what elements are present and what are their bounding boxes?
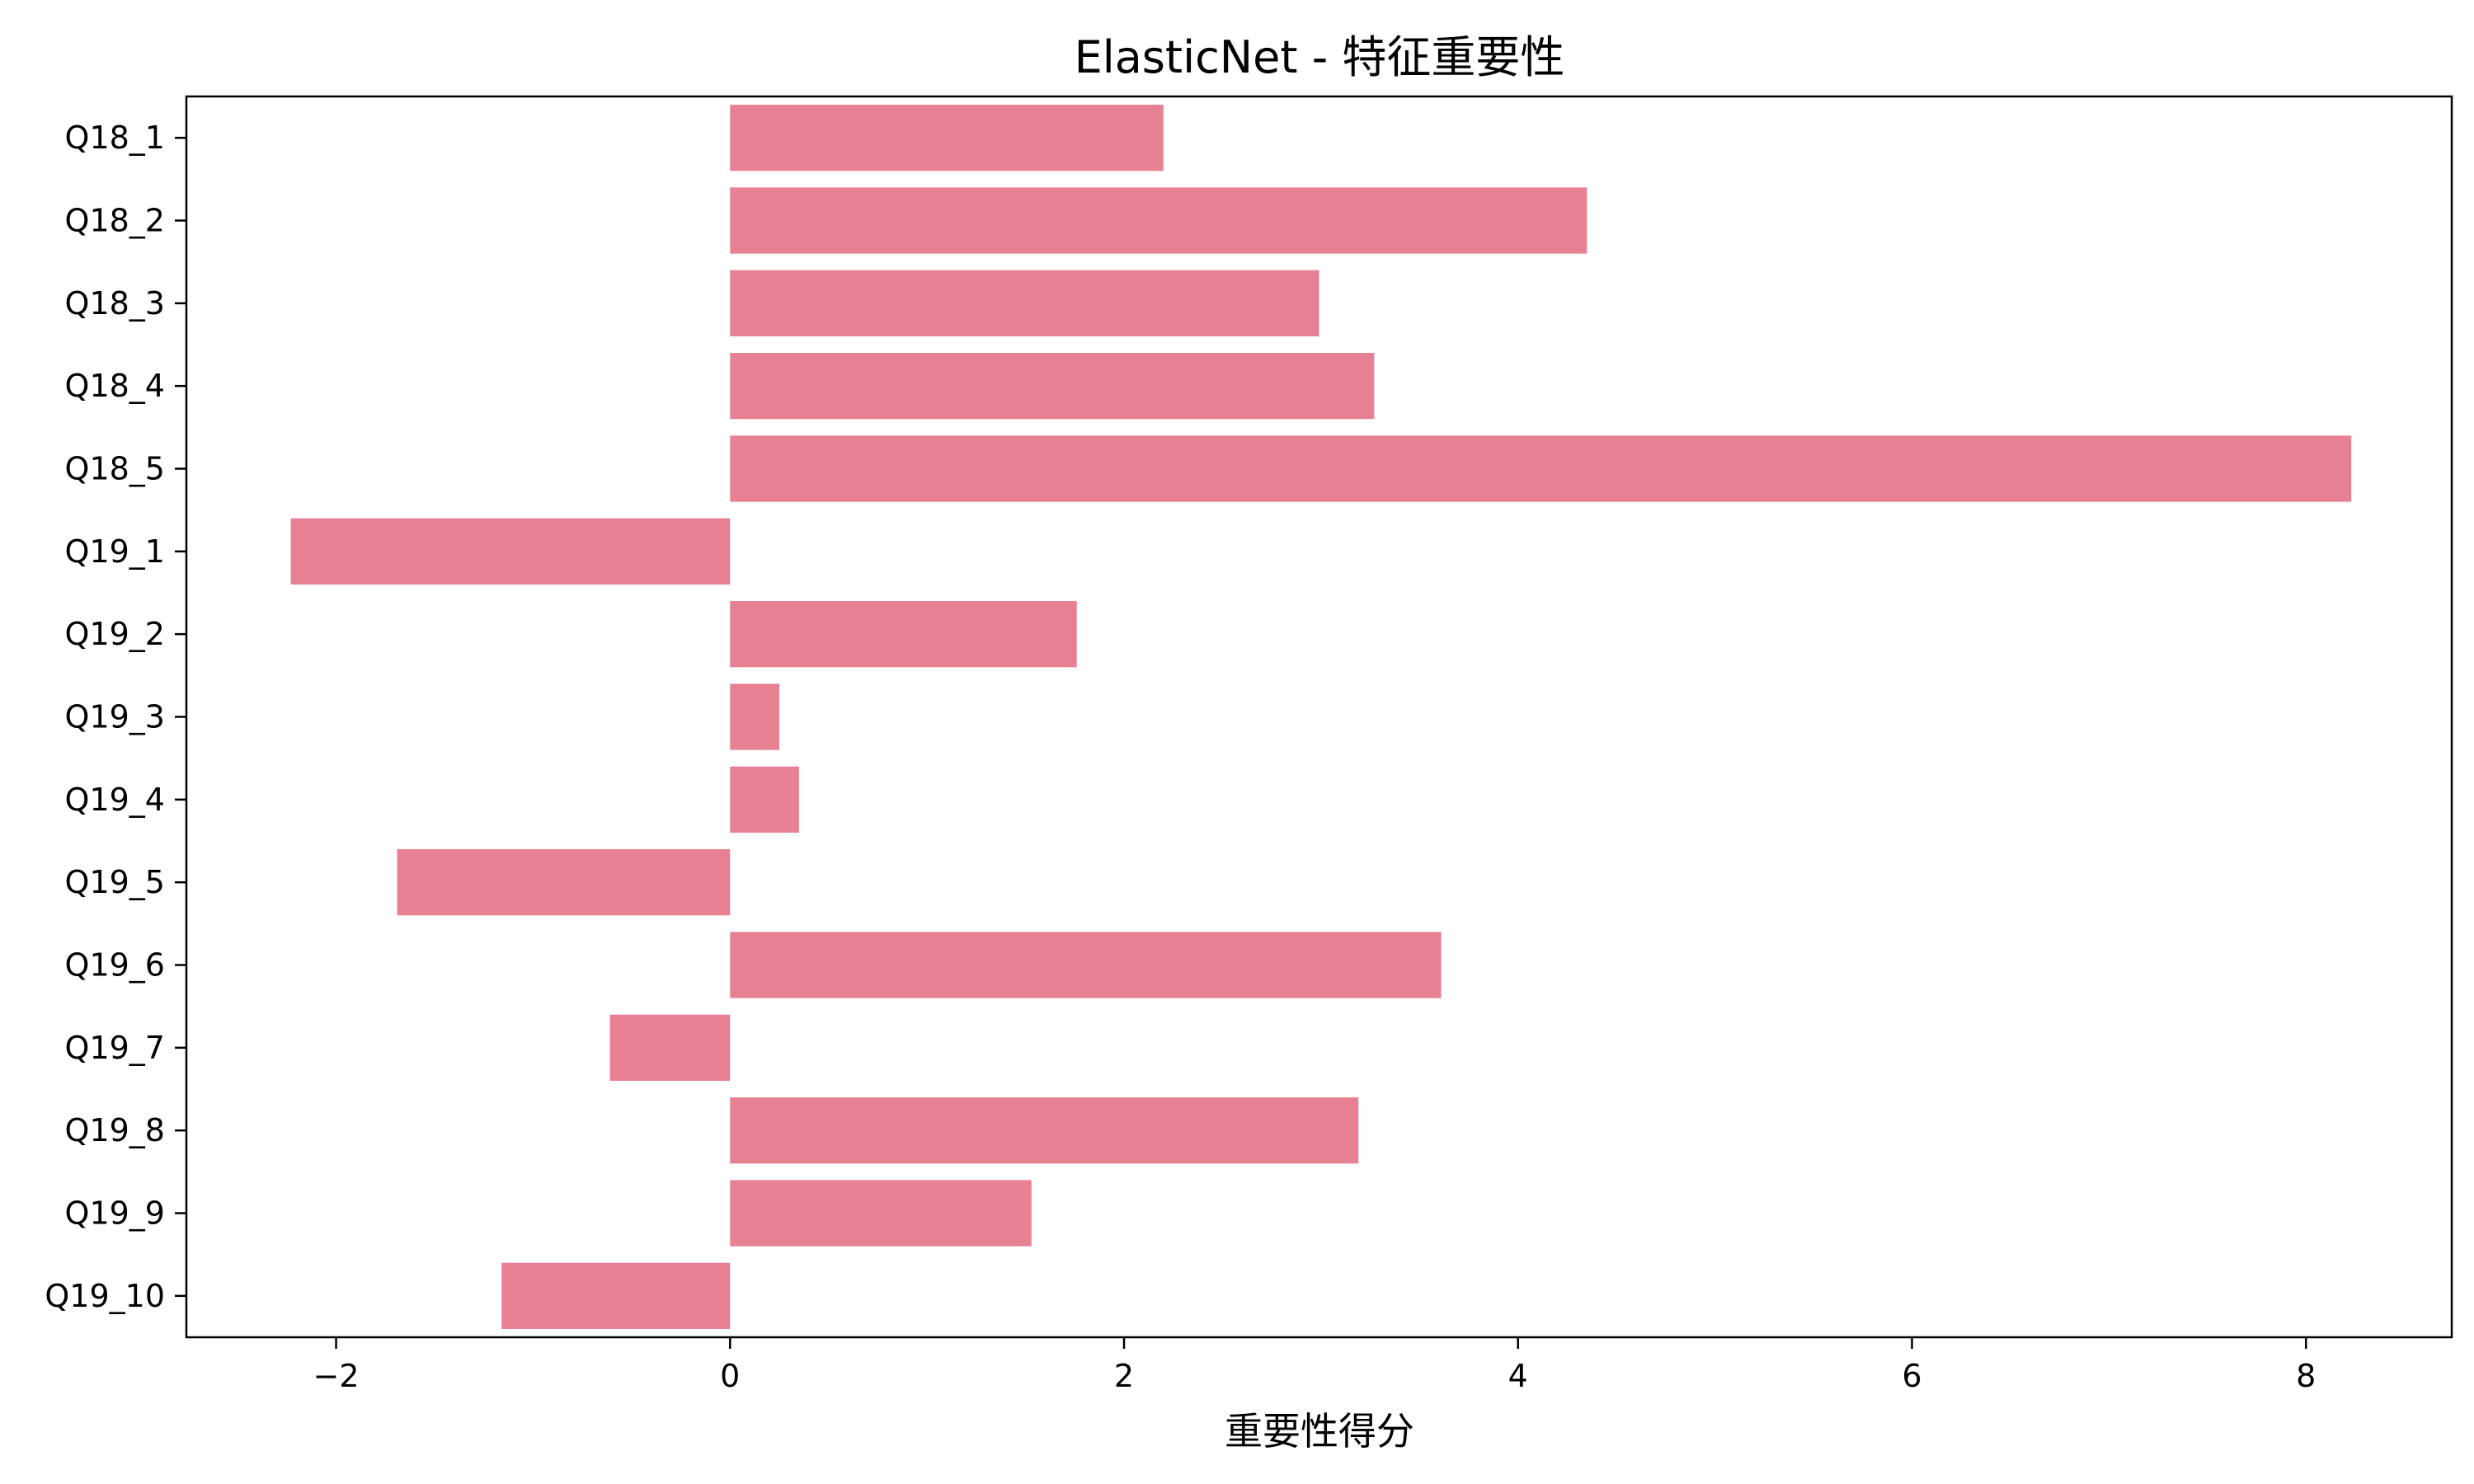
y-tick-label: Q19_6 [65,947,165,984]
y-tick-label: Q19_4 [65,782,165,818]
y-tick-label: Q19_2 [65,616,165,652]
bar-q19-3 [730,683,779,750]
x-tick-label: 2 [1114,1358,1134,1394]
y-tick-label: Q18_1 [65,120,165,156]
bar-q19-2 [730,601,1077,668]
bar-q19-8 [730,1097,1359,1164]
x-tick-label: −2 [313,1358,360,1394]
bar-q19-4 [730,766,799,833]
x-tick-label: 6 [1902,1358,1921,1394]
y-tick-label: Q18_5 [65,451,165,487]
bar-q19-7 [609,1014,731,1081]
y-tick-label: Q19_5 [65,864,165,900]
y-tick-label: Q19_8 [65,1112,165,1148]
x-tick-label: 4 [1508,1358,1528,1394]
bar-q19-6 [730,932,1442,998]
bar-q19-10 [501,1262,731,1329]
y-tick-label: Q19_1 [65,533,165,570]
y-tick-label: Q19_10 [45,1278,165,1314]
y-axis: Q18_1 Q18_2 Q18_3 Q18_4 Q18_5 Q19_1 Q19_2 Q19_3… [45,120,186,1314]
x-tick-label: 8 [2296,1358,2316,1394]
chart-title: ElasticNet - 特征重要性 [1075,31,1565,83]
y-tick-label: Q19_9 [65,1195,165,1232]
bar-q19-9 [730,1180,1032,1247]
bar-q19-5 [397,849,731,916]
y-tick-label: Q19_7 [65,1030,165,1066]
bar-q19-1 [290,518,731,585]
bars-layer [290,105,2352,1329]
x-axis: −2 0 2 4 6 8 [313,1337,2316,1394]
bar-q18-3 [730,270,1319,336]
y-tick-label: Q18_2 [65,203,165,239]
y-tick-label: Q19_3 [65,699,165,735]
x-axis-title: 重要性得分 [1225,1409,1414,1453]
y-tick-label: Q18_3 [65,285,165,322]
bar-q18-5 [730,435,2352,502]
y-tick-label: Q18_4 [65,368,165,404]
bar-q18-1 [730,105,1164,171]
bar-q18-4 [730,353,1375,420]
bar-q18-2 [730,187,1587,254]
x-tick-label: 0 [720,1358,740,1394]
